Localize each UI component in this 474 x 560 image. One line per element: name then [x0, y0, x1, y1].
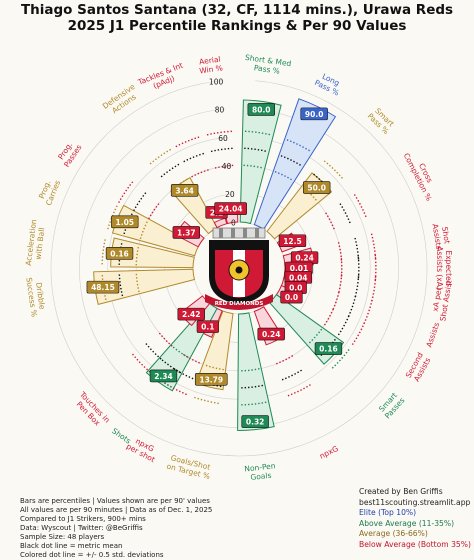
category-label: DribbleSuccess %	[24, 276, 47, 318]
category-label: SmartPasses	[376, 390, 406, 421]
reference-dots	[150, 149, 171, 164]
category-label: Shots	[110, 426, 132, 445]
category-label: Tackles & Int(pAdj)	[136, 61, 188, 96]
value-label: 0.0	[285, 293, 298, 302]
category-label: Non-PenGoals	[244, 461, 277, 482]
value-label: 48.15	[91, 283, 115, 292]
value-label: 0.04	[289, 273, 308, 282]
footer-line: Data: Wyscout | Twitter: @BeGriffis	[20, 524, 212, 533]
footer-line: Compared to J1 Strikers, 900+ mins	[20, 515, 212, 524]
category-label: Goals/Shoton Target %	[166, 453, 213, 481]
value-label: 90.0	[305, 110, 324, 119]
value-label: 2.34	[154, 372, 173, 381]
value-label: 12.5	[283, 237, 302, 246]
category-label: SmartPass %	[366, 105, 397, 136]
legend: Created by Ben Griffis best11scouting.st…	[359, 487, 471, 550]
value-label: 24.04	[219, 205, 243, 214]
bar	[214, 218, 226, 227]
value-label: 0.16	[319, 345, 338, 354]
footer-line: All values are per 90 minutes | Data as …	[20, 506, 212, 515]
value-label: 13.79	[199, 375, 223, 384]
footer-notes: Bars are percentiles | Values shown are …	[20, 497, 212, 560]
category-label: Touches inPen Box	[71, 389, 112, 431]
tick-label: 60	[218, 134, 228, 143]
category-label: npxG	[318, 444, 340, 461]
reference-dots	[338, 316, 349, 336]
reference-dots	[287, 385, 311, 397]
value-label: 0.24	[262, 330, 281, 339]
category-label: Accelerationwith Ball	[24, 219, 48, 268]
footer-line: Black dot line = metric mean	[20, 542, 212, 551]
tick-label: 100	[209, 77, 224, 86]
category-label: AerialWin %	[198, 54, 224, 75]
reference-dots	[324, 161, 343, 179]
value-label: 0.16	[110, 249, 129, 258]
footer-line: Colored dot line = +/- 0.5 std. deviatio…	[20, 551, 212, 560]
reference-dots	[355, 275, 359, 298]
value-label: 1.05	[116, 218, 135, 227]
reference-dots	[176, 137, 200, 147]
reference-dots	[354, 194, 366, 217]
value-label: 1.37	[177, 228, 196, 237]
legend-average: Average (36-66%)	[359, 529, 471, 540]
value-label: 0.1	[201, 323, 214, 332]
reference-dots	[184, 153, 205, 162]
category-label: CrossCompletion %	[402, 147, 442, 202]
credit-text: Created by Ben Griffis	[359, 487, 471, 498]
legend-above-average: Above Average (11-35%)	[359, 519, 471, 530]
reference-dots	[340, 204, 350, 224]
value-label: 80.0	[252, 105, 271, 114]
tick-label: 40	[222, 162, 232, 171]
reference-dots	[364, 300, 373, 325]
reference-dots	[134, 192, 147, 211]
legend-below-average: Below Average (Bottom 35%)	[359, 540, 471, 551]
logo-caption: RED DIAMONDS	[215, 301, 264, 307]
tick-label: 20	[225, 190, 235, 199]
tick-label: 80	[215, 106, 225, 115]
reference-dots	[102, 238, 105, 264]
reference-dots	[193, 397, 218, 403]
category-label: DefensiveActions	[101, 82, 142, 118]
category-label: Prog.Carries	[36, 175, 63, 206]
reference-dots	[211, 148, 234, 151]
category-label: Assists	[424, 321, 441, 348]
reference-dots	[119, 181, 134, 203]
tick-label: 0	[231, 218, 236, 227]
value-label: 50.0	[307, 184, 326, 193]
reference-dots	[132, 353, 150, 372]
value-label: 2.42	[182, 310, 201, 319]
site-link[interactable]: best11scouting.streamlit.app	[359, 498, 471, 509]
value-label: 0.32	[246, 418, 265, 427]
footer-line: Sample Size: 48 players	[20, 533, 212, 542]
reference-dots	[145, 343, 161, 360]
club-logo: RED DIAMONDS	[199, 228, 279, 310]
reference-dots	[161, 164, 180, 177]
value-label: 0.24	[295, 254, 314, 263]
value-label: 3.64	[175, 186, 194, 195]
reference-dots	[372, 276, 376, 302]
reference-dots	[352, 323, 365, 346]
category-label: SecondAssists	[404, 351, 433, 384]
legend-elite: Elite (Top 10%)	[359, 508, 471, 519]
reference-dots	[281, 370, 302, 380]
category-label: LongPass %	[313, 70, 344, 98]
category-label: Prog.Passes	[55, 138, 84, 169]
category-label: Short & MedPass %	[243, 53, 292, 77]
reference-dots	[348, 296, 355, 318]
footer-line: Bars are percentiles | Values shown are …	[20, 497, 212, 506]
